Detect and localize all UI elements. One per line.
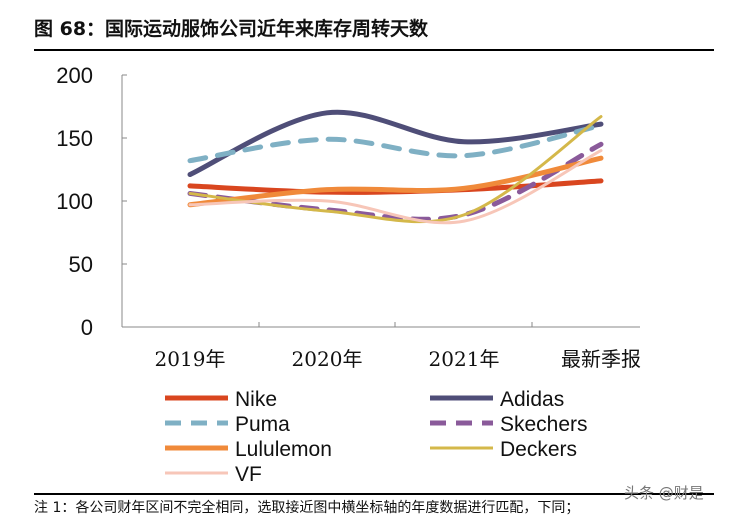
- y-tick-label: 150: [56, 126, 93, 151]
- note-rule: [34, 493, 714, 495]
- watermark: 头条 @财是: [624, 484, 704, 502]
- footnote: 注 1：各公司财年区间不完全相同，选取接近图中横坐标轴的年度数据进行匹配，下同；: [34, 500, 580, 516]
- x-tick-label: 2020年: [292, 347, 363, 371]
- y-tick-label: 50: [69, 252, 93, 277]
- chart-title: 图 68：国际运动服饰公司近年来库存周转天数: [34, 18, 429, 40]
- legend-label-vf: VF: [235, 463, 262, 486]
- series-line-puma: [187, 122, 604, 164]
- y-tick-label: 200: [56, 63, 93, 88]
- x-tick-label: 最新季报: [561, 347, 641, 371]
- x-tick-label: 2019年: [155, 347, 226, 371]
- legend-label-lululemon: Lululemon: [235, 438, 332, 461]
- legend-label-nike: Nike: [235, 388, 277, 411]
- line-chart: 0 50 100 150 200 2019年 2020年 2021年 最新季报 Nike Adida…: [56, 63, 641, 486]
- legend-label-skechers: Skechers: [500, 413, 588, 436]
- legend-label-deckers: Deckers: [500, 438, 577, 461]
- series-line-vf: [188, 149, 603, 225]
- y-tick-label: 100: [56, 189, 93, 214]
- legend-label-adidas: Adidas: [500, 388, 564, 411]
- series-line-adidas: [187, 109, 604, 178]
- series-line-lululemon: [187, 155, 604, 208]
- title-rule: [34, 49, 714, 51]
- y-tick-label: 0: [81, 315, 93, 340]
- x-tick-label: 2021年: [429, 347, 500, 371]
- series-line-skechers: [187, 141, 604, 222]
- legend-label-puma: Puma: [235, 413, 290, 436]
- series-line-deckers: [188, 115, 603, 224]
